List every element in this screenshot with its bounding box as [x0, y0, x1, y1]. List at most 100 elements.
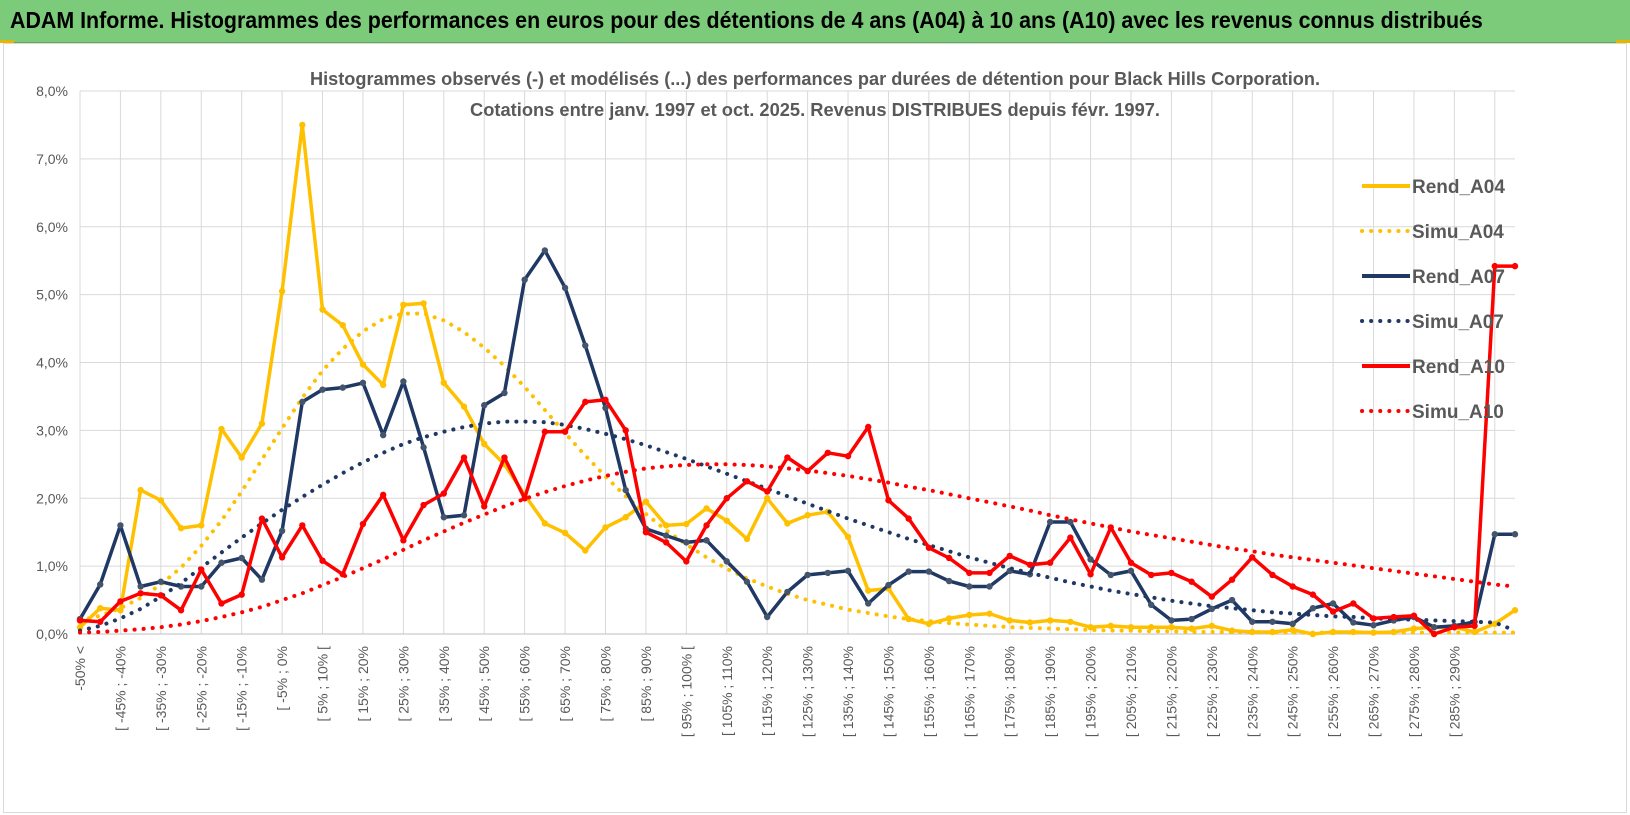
point-rend-a04	[541, 520, 549, 527]
point-rend-a07	[1087, 556, 1094, 563]
grid	[79, 90, 1515, 635]
point-rend-a07	[1329, 600, 1337, 607]
point-rend-a10	[198, 566, 205, 573]
legend-label: Simu_A10	[1412, 402, 1504, 423]
point-rend-a04	[1410, 625, 1418, 632]
point-rend-a04	[157, 497, 165, 504]
point-rend-a04	[966, 611, 973, 619]
point-rend-a10	[218, 600, 225, 607]
series-rend-a07	[76, 247, 1519, 631]
chart-title: Histogrammes observés (-) et modélisés (…	[310, 69, 1320, 89]
point-rend-a07	[1127, 567, 1135, 575]
point-rend-a10	[885, 497, 892, 504]
point-rend-a10	[1329, 608, 1337, 615]
x-tick-label: [ 155% ; 160%	[921, 646, 937, 737]
point-rend-a07	[1511, 531, 1519, 538]
point-rend-a10	[582, 398, 589, 406]
point-rend-a04	[1370, 629, 1377, 636]
point-rend-a04	[1046, 617, 1054, 624]
point-rend-a07	[723, 558, 730, 565]
point-rend-a04	[784, 520, 791, 527]
point-rend-a04	[1350, 628, 1357, 636]
point-rend-a10	[1127, 559, 1135, 566]
point-rend-a10	[763, 488, 771, 495]
point-rend-a07	[1430, 624, 1438, 631]
legend-label: Rend_A07	[1412, 267, 1505, 288]
point-rend-a10	[400, 537, 407, 544]
point-rend-a07	[541, 247, 549, 254]
point-rend-a10	[1289, 583, 1296, 590]
legend-label: Simu_A07	[1412, 312, 1504, 333]
line-simu-a07	[78, 419, 1517, 633]
point-rend-a04	[945, 615, 953, 622]
x-tick-label: [ 5% ; 10% [	[315, 646, 331, 722]
point-rend-a04	[177, 524, 185, 532]
point-rend-a10	[1147, 571, 1155, 579]
point-rend-a04	[1269, 628, 1276, 636]
point-rend-a04	[905, 615, 912, 623]
x-tick-label: [ 135% ; 140%	[840, 646, 856, 737]
x-tick-label: [ 235% ; 240%	[1244, 646, 1260, 737]
point-rend-a04	[76, 624, 84, 631]
x-tick-label: [ -45% ; -40%	[112, 646, 128, 731]
point-rend-a04	[299, 121, 306, 129]
x-tick-label: [ 125% ; 130%	[800, 646, 816, 737]
y-tick-label: 3,0%	[36, 422, 68, 438]
point-rend-a04	[319, 306, 326, 313]
point-rend-a04	[642, 498, 650, 505]
point-rend-a10	[844, 452, 852, 460]
point-rend-a07	[258, 576, 266, 583]
series-simu-a07	[78, 419, 1517, 633]
point-rend-a10	[1026, 561, 1034, 568]
point-rend-a04	[339, 321, 346, 329]
point-rend-a07	[1168, 617, 1175, 624]
point-rend-a10	[966, 569, 973, 577]
point-rend-a10	[1046, 559, 1054, 566]
point-rend-a04	[440, 379, 448, 387]
point-rend-a04	[400, 301, 407, 309]
y-tick-label: 6,0%	[36, 219, 68, 235]
x-tick-label: [ 25% ; 30%	[395, 646, 411, 722]
point-rend-a07	[1309, 605, 1317, 612]
point-rend-a10	[379, 491, 387, 499]
point-rend-a04	[662, 522, 670, 529]
point-rend-a07	[925, 568, 933, 575]
point-rend-a07	[1208, 605, 1216, 613]
point-rend-a10	[97, 618, 104, 625]
point-rend-a10	[278, 554, 286, 561]
point-rend-a10	[1370, 615, 1377, 622]
point-rend-a07	[238, 554, 245, 562]
series-rend-a10	[76, 262, 1519, 638]
point-rend-a07	[440, 514, 448, 521]
line-simu-a10	[78, 462, 1517, 635]
point-rend-a10	[1491, 262, 1498, 270]
point-rend-a04	[804, 512, 811, 519]
point-rend-a10	[1471, 622, 1478, 630]
point-rend-a10	[1309, 591, 1317, 598]
point-rend-a07	[844, 567, 852, 575]
legend-label: Rend_A04	[1412, 177, 1505, 198]
point-rend-a07	[1228, 596, 1236, 604]
point-rend-a10	[986, 569, 993, 577]
point-rend-a04	[278, 288, 286, 295]
legend: Rend_A04 Simu_A04 Rend_A07 Simu_A07 Rend_A10…	[1360, 177, 1505, 423]
point-rend-a07	[966, 583, 973, 590]
point-rend-a10	[1168, 569, 1175, 577]
point-rend-a10	[481, 503, 488, 510]
x-tick-label: -50% <	[72, 646, 88, 691]
x-tick-label: [ 265% ; 270%	[1366, 646, 1382, 737]
x-tick-label: [ 205% ; 210%	[1123, 646, 1139, 737]
point-rend-a04	[1107, 622, 1114, 630]
point-rend-a04	[1087, 624, 1094, 631]
point-rend-a07	[1350, 619, 1357, 626]
point-rend-a10	[299, 522, 306, 529]
point-rend-a10	[460, 454, 468, 461]
point-rend-a07	[885, 581, 892, 589]
point-rend-a10	[824, 449, 832, 456]
point-rend-a10	[1208, 593, 1216, 600]
point-rend-a07	[137, 583, 144, 590]
y-tick-label: 7,0%	[36, 151, 68, 167]
y-tick-label: 1,0%	[36, 558, 68, 574]
point-rend-a04	[582, 547, 589, 554]
